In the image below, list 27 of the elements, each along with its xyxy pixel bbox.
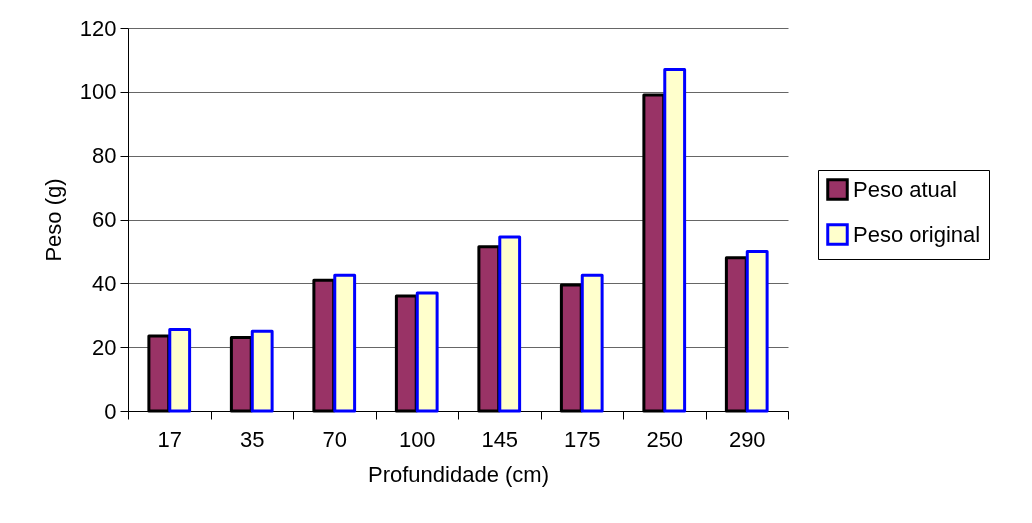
bar: [745, 249, 769, 413]
x-tick-label: 17: [157, 426, 182, 452]
x-tick-label: 100: [398, 426, 436, 452]
bar: [415, 291, 439, 413]
x-axis-title: Profundidade (cm): [368, 461, 549, 487]
bar: [580, 273, 604, 413]
x-tick-label: 250: [646, 426, 684, 452]
y-tick-label: 60: [92, 207, 117, 232]
y-tick-label: 120: [79, 15, 117, 41]
bar: [168, 328, 192, 413]
y-tick-label: 100: [79, 79, 117, 105]
y-tick-label: 80: [92, 143, 117, 169]
bar: [663, 67, 687, 413]
x-tick-label: 70: [322, 426, 347, 452]
bar: [250, 329, 274, 413]
x-tick-label: 35: [240, 426, 265, 452]
legend-label: Peso original: [853, 221, 981, 247]
bar: [498, 235, 522, 413]
y-tick-label: 0: [104, 398, 117, 424]
bar: [333, 273, 357, 413]
x-tick-label: 145: [481, 426, 519, 452]
x-tick-label: 175: [563, 426, 601, 452]
legend-label: Peso atual: [853, 176, 957, 202]
y-tick-label: 40: [92, 270, 117, 296]
y-axis-title: Peso (g): [40, 178, 66, 262]
y-tick-label: 20: [92, 334, 117, 360]
x-tick-label: 290: [728, 426, 766, 452]
